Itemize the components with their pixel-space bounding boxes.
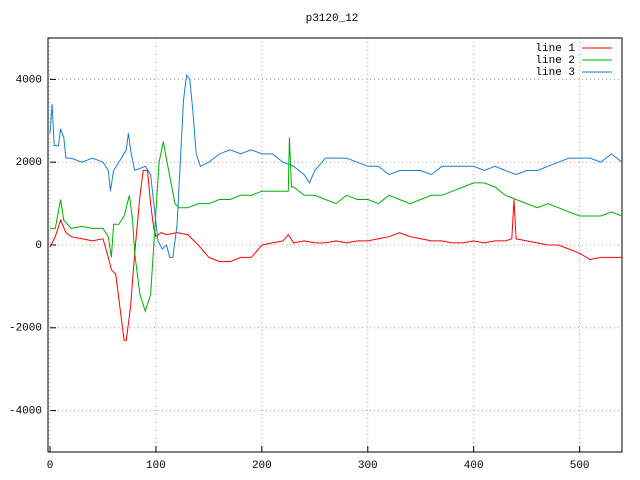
x-tick-label: 100 [146,460,166,472]
x-tick-label: 500 [570,460,590,472]
y-tick-label: -2000 [9,323,42,335]
y-tick-label: -4000 [9,406,42,418]
data-line [50,137,623,313]
data-line [49,74,623,258]
y-tick-label: 0 [35,240,42,252]
x-tick-label: 400 [464,460,484,472]
legend-label: line 1 [535,43,575,55]
chart-title: p3120_12 [306,13,359,25]
x-tick-label: 200 [252,460,272,472]
y-tick-label: 2000 [16,157,42,169]
legend-label: line 3 [535,67,575,79]
legend-label: line 2 [535,55,575,67]
y-tick-label: 4000 [16,74,42,86]
data-line [49,170,622,341]
x-tick-label: 0 [47,460,54,472]
plot-border [47,37,623,453]
x-tick-label: 300 [358,460,378,472]
